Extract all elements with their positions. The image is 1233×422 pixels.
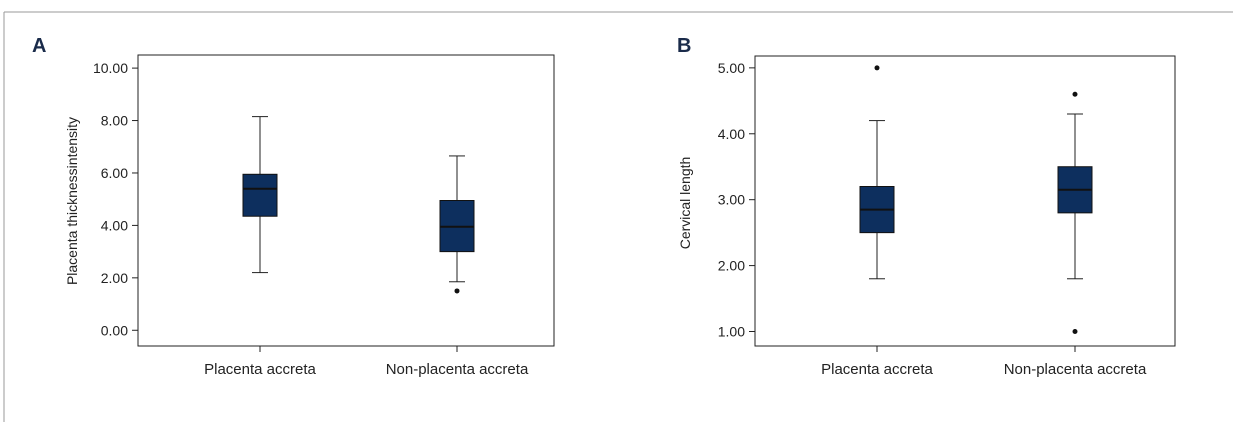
outlier-point	[1072, 329, 1078, 334]
plot-frame	[754, 55, 1176, 347]
y-tick-label: 10.00	[93, 60, 128, 76]
panel-letter: A	[32, 35, 46, 57]
panel-letter: B	[677, 35, 691, 57]
y-axis: 1.00 2.00 3.00 4.00 5.00	[718, 60, 755, 340]
y-tick-label: 5.00	[718, 60, 745, 76]
plot-frame	[137, 54, 555, 347]
boxes	[242, 116, 475, 294]
y-tick-label: 2.00	[718, 258, 745, 274]
x-tick-label: Placenta accreta	[204, 361, 316, 378]
y-tick-label: 0.00	[101, 322, 128, 338]
y-tick-label: 2.00	[101, 270, 128, 286]
y-tick-label: 8.00	[101, 113, 128, 129]
y-axis: 0.00 2.00 4.00 6.00 8.00 10.00	[93, 60, 138, 338]
y-axis-title: Placenta thicknessintensity	[64, 117, 80, 285]
box-iqr	[242, 173, 278, 217]
chart-panel-a: A Placenta thicknessintensity 0.00 2.00 4.…	[32, 35, 555, 378]
y-tick-label: 4.00	[101, 217, 128, 233]
x-axis: Placenta accreta Non-placenta accreta	[204, 346, 529, 378]
y-tick-label: 6.00	[101, 165, 128, 181]
x-tick-label: Non-placenta accreta	[386, 361, 529, 378]
x-axis: Placenta accreta Non-placenta accreta	[821, 346, 1147, 378]
y-axis-title: Cervical length	[677, 157, 693, 250]
x-tick-label: Placenta accreta	[821, 361, 933, 378]
outlier-point	[874, 65, 880, 71]
chart-panel-b: B Cervical length 1.00 2.00 3.00 4.00 5.00 P…	[677, 35, 1176, 378]
y-tick-label: 4.00	[718, 126, 745, 142]
x-tick-label: Non-placenta accreta	[1004, 361, 1147, 378]
y-tick-label: 3.00	[718, 192, 745, 208]
outlier-point	[1072, 91, 1078, 97]
y-tick-label: 1.00	[718, 324, 745, 340]
outlier-point	[454, 288, 460, 294]
boxes	[859, 65, 1093, 334]
